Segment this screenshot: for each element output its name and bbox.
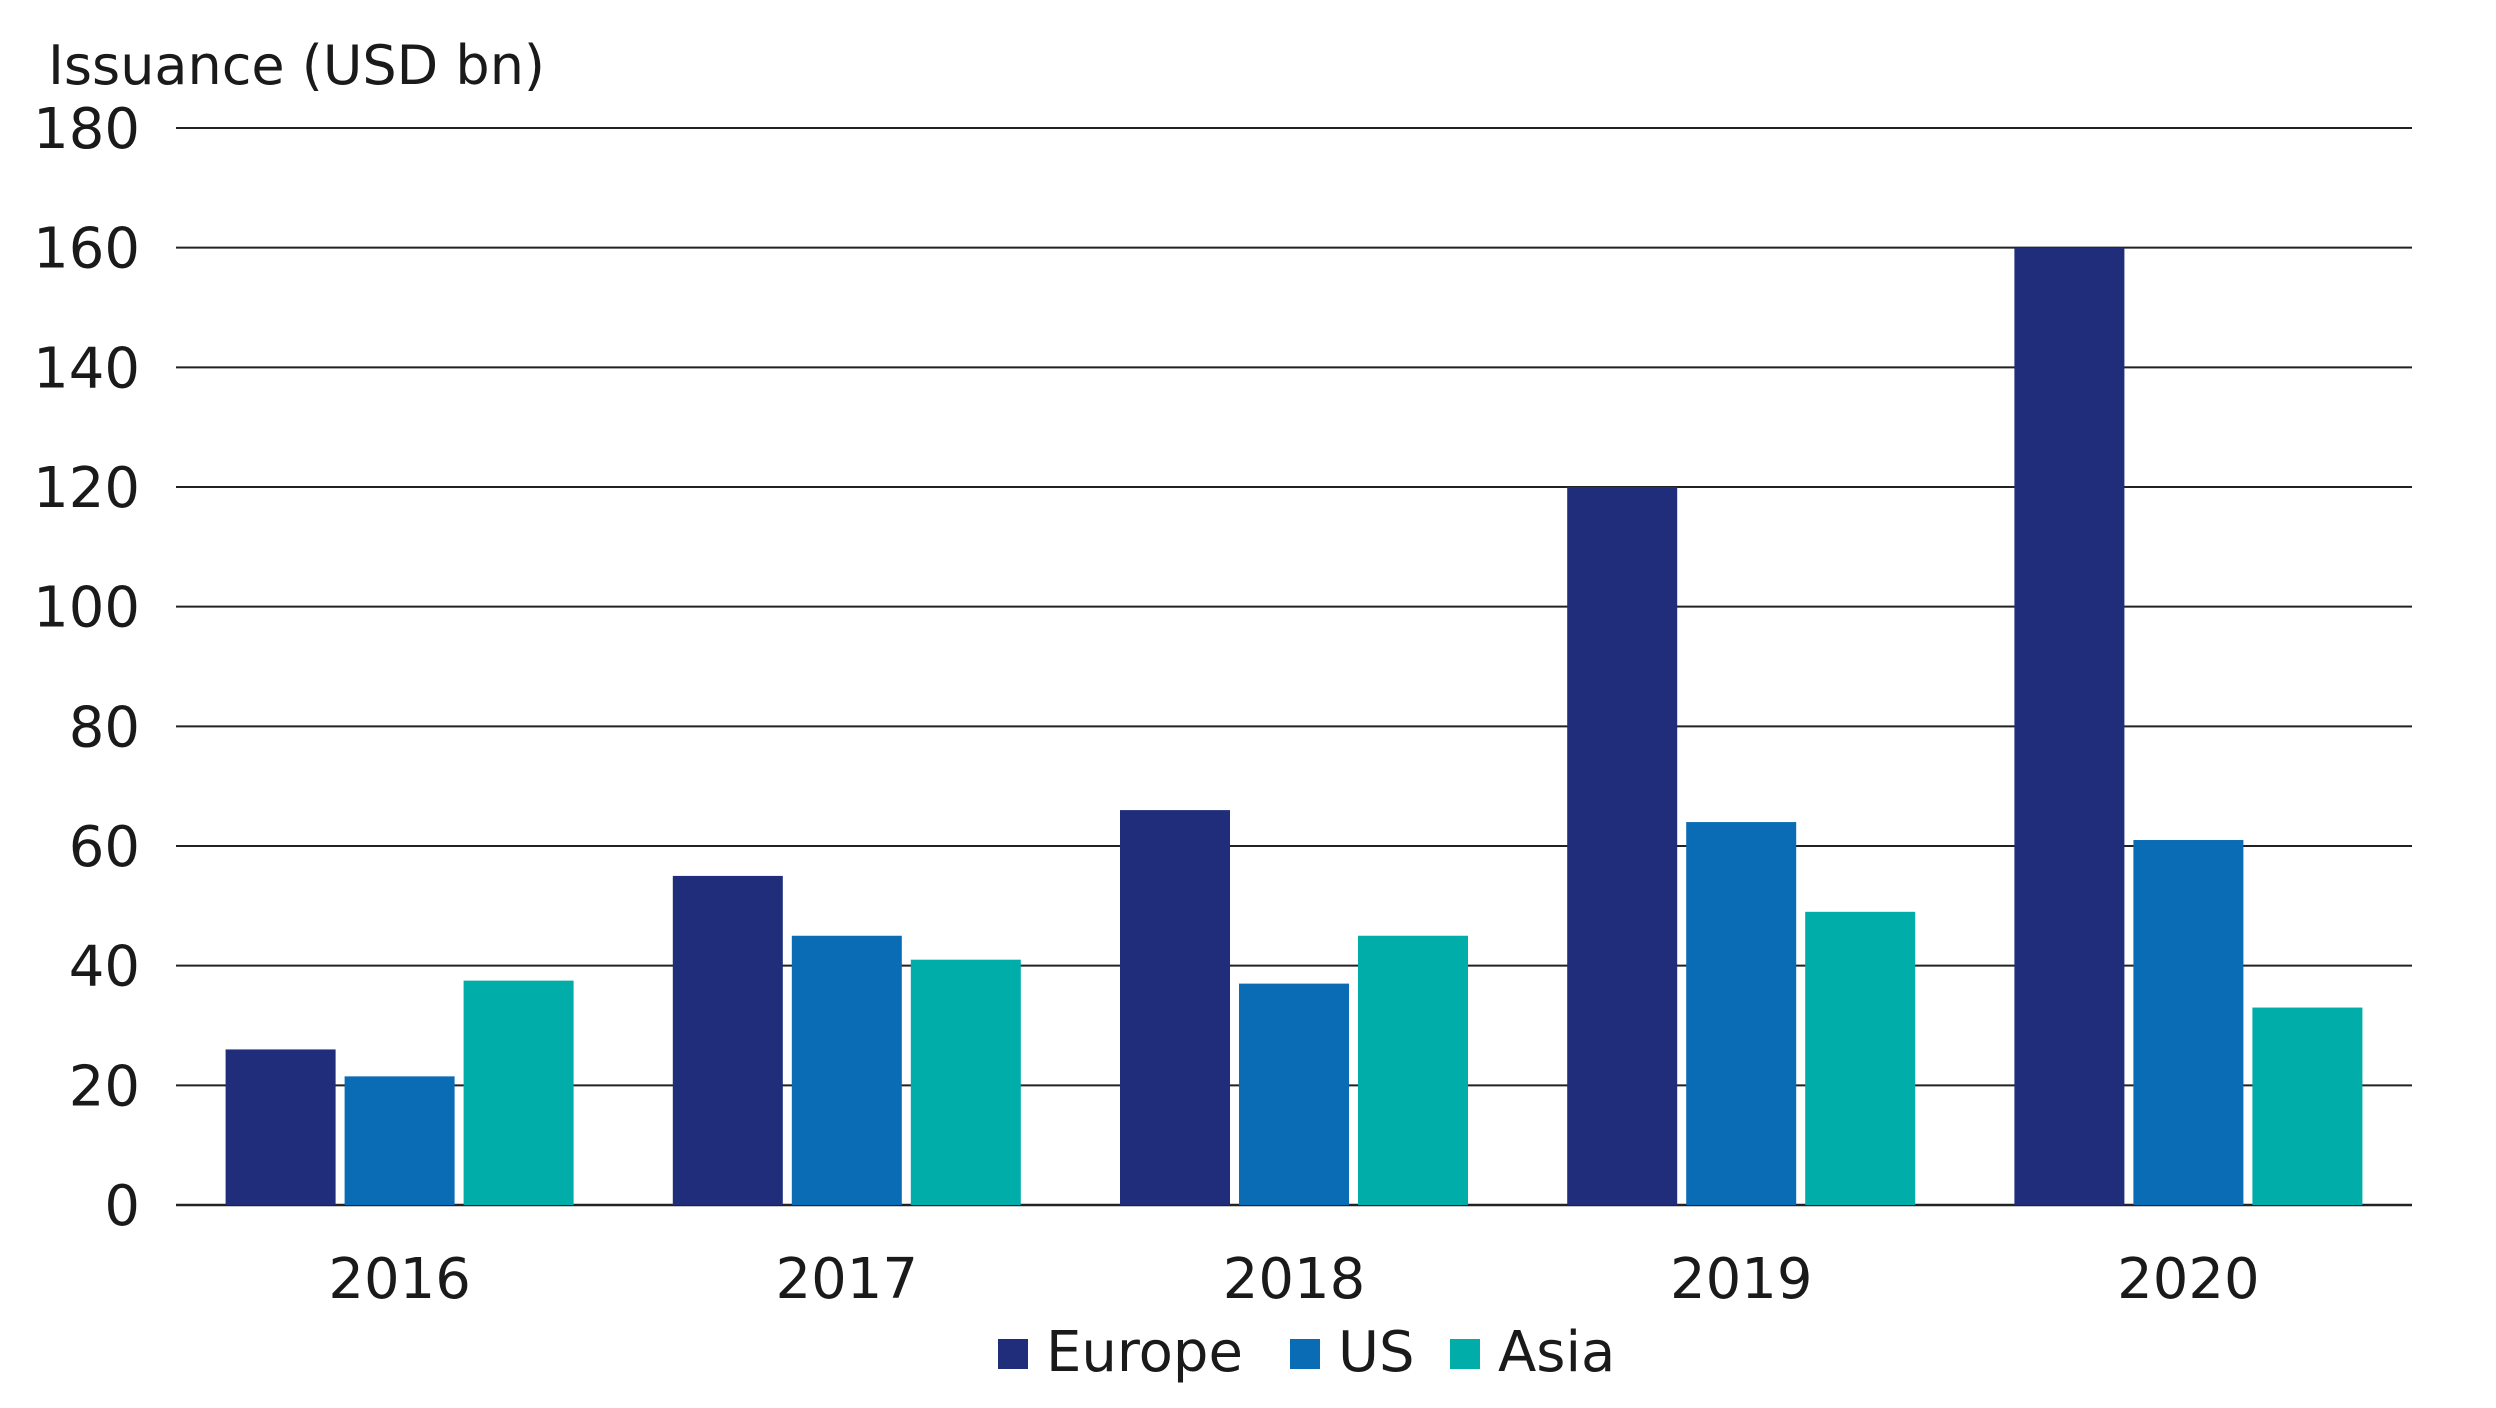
bar-europe-2019 — [1567, 487, 1678, 1205]
x-tick-label: 2017 — [776, 1247, 919, 1312]
y-tick-label: 140 — [33, 336, 140, 401]
bar-asia-2018 — [1358, 935, 1468, 1205]
y-tick-label: 0 — [104, 1174, 140, 1239]
legend-label-asia: Asia — [1498, 1320, 1615, 1385]
x-tick-label: 2020 — [2117, 1247, 2260, 1312]
x-tick-label: 2018 — [1223, 1247, 1366, 1312]
y-tick-label: 20 — [69, 1054, 140, 1119]
legend: Europe US Asia — [998, 1320, 1615, 1385]
y-tick-label: 160 — [33, 217, 140, 282]
y-tick-label: 180 — [33, 97, 140, 162]
y-tick-label: 100 — [33, 576, 140, 641]
bar-asia-2019 — [1805, 911, 1916, 1205]
x-tick-label: 2016 — [328, 1247, 471, 1312]
y-tick-label: 40 — [69, 935, 140, 1000]
legend-label-europe: Europe — [1046, 1320, 1243, 1385]
y-tick-labels: 0 20 40 60 80 100 120 140 160 180 — [33, 97, 140, 1239]
legend-swatch-us — [1290, 1339, 1320, 1369]
bar-asia-2016 — [463, 980, 574, 1205]
bar-europe-2018 — [1120, 810, 1230, 1205]
bar-us-2016 — [344, 1076, 455, 1205]
bar-europe-2017 — [672, 875, 783, 1205]
bar-us-2018 — [1239, 983, 1349, 1205]
bar-asia-2020 — [2252, 1007, 2363, 1205]
legend-swatch-europe — [998, 1339, 1028, 1369]
bar-europe-2020 — [2014, 247, 2125, 1205]
bar-asia-2017 — [910, 959, 1021, 1205]
y-tick-label: 60 — [69, 815, 140, 880]
bar-us-2017 — [791, 935, 902, 1205]
legend-swatch-asia — [1450, 1339, 1480, 1369]
bar-us-2020 — [2133, 840, 2244, 1205]
y-axis-label: Issuance (USD bn) — [48, 34, 545, 97]
x-tick-labels: 2016 2017 2018 2019 2020 — [328, 1247, 2259, 1312]
y-tick-label: 80 — [69, 695, 140, 760]
y-tick-label: 120 — [33, 456, 140, 521]
bar-us-2019 — [1686, 822, 1797, 1205]
bar-europe-2016 — [225, 1049, 336, 1205]
legend-label-us: US — [1338, 1320, 1415, 1385]
bars — [225, 247, 2363, 1205]
x-tick-label: 2019 — [1670, 1247, 1813, 1312]
